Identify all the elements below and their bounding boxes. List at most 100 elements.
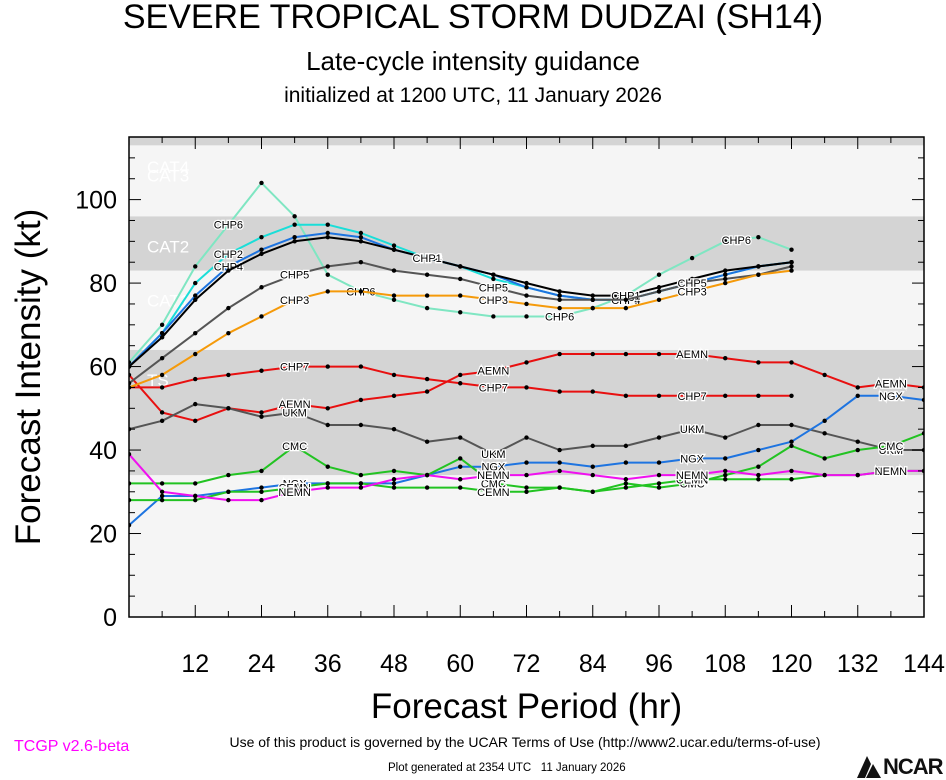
series-group: AEMN AEMN AEMN AEMN CHP7 CHP7 CHP7 CHP6 CHP6 CHP6… bbox=[129, 180, 924, 528]
data-point-ngx bbox=[789, 439, 794, 444]
data-point-chp5 bbox=[557, 297, 562, 302]
series-label-aemn: AEMN bbox=[676, 349, 708, 361]
data-point-chp1 bbox=[325, 234, 330, 240]
series-label-ngx: NGX bbox=[879, 391, 904, 403]
data-point-cemn bbox=[193, 497, 198, 503]
data-point-ukm bbox=[325, 422, 330, 428]
data-point-chp7 bbox=[723, 393, 728, 398]
series-label-ngx: NGX bbox=[680, 453, 705, 465]
y-tick-label: 100 bbox=[75, 187, 117, 215]
data-point-chp2 bbox=[325, 222, 330, 227]
data-point-cmc bbox=[491, 481, 496, 486]
series-label-aemn: AEMN bbox=[875, 378, 907, 390]
data-point-nemn bbox=[424, 472, 430, 478]
data-point-chp6 bbox=[789, 247, 794, 252]
data-point-chp5 bbox=[226, 305, 231, 311]
series-label-chp5: CHP5 bbox=[677, 278, 706, 290]
series-label-chp1: CHP1 bbox=[412, 253, 441, 265]
data-point-chp4 bbox=[259, 247, 264, 252]
data-point-cmc bbox=[789, 443, 794, 449]
x-tick-label: 132 bbox=[837, 650, 879, 678]
series-label-chp4: CHP4 bbox=[214, 261, 243, 273]
data-point-chp5 bbox=[292, 272, 297, 277]
data-point-nemn bbox=[557, 468, 562, 474]
data-point-chp7 bbox=[292, 364, 297, 369]
band-cat3 bbox=[129, 145, 924, 217]
data-point-ukm bbox=[259, 414, 264, 419]
data-point-cemn bbox=[590, 489, 595, 494]
data-point-chp3 bbox=[226, 330, 231, 336]
data-point-chp3 bbox=[756, 272, 761, 277]
data-point-chp5 bbox=[656, 289, 662, 294]
data-point-chp7 bbox=[557, 389, 562, 394]
data-point-cemn bbox=[424, 485, 430, 490]
data-point-cemn bbox=[458, 485, 463, 490]
data-point-nemn bbox=[524, 472, 529, 478]
data-point-aemn bbox=[822, 372, 827, 378]
series-label-nemn: NEMN bbox=[676, 470, 708, 482]
data-point-ukm bbox=[491, 452, 496, 457]
series-label-chp6: CHP6 bbox=[214, 220, 243, 232]
data-point-chp3 bbox=[391, 293, 397, 298]
data-point-nemn bbox=[689, 472, 695, 478]
data-point-chp1 bbox=[259, 251, 264, 257]
data-point-cemn bbox=[524, 489, 529, 494]
data-point-chp6 bbox=[723, 239, 728, 244]
data-point-cemn bbox=[789, 477, 794, 482]
data-point-ngx bbox=[557, 460, 562, 465]
data-point-ngx bbox=[391, 481, 397, 486]
data-point-cemn bbox=[226, 489, 231, 494]
y-tick-label: 80 bbox=[89, 270, 117, 298]
data-point-chp7 bbox=[590, 389, 595, 394]
data-point-chp1 bbox=[623, 293, 629, 298]
series-label-cmc: CMC bbox=[481, 478, 506, 490]
data-point-aemn bbox=[159, 410, 165, 415]
series-label-cmc: CMC bbox=[282, 441, 307, 453]
initialized-time: initialized at 1200 UTC, 11 January 2026 bbox=[284, 84, 662, 107]
data-point-aemn bbox=[855, 385, 860, 390]
data-point-chp3 bbox=[590, 305, 595, 311]
data-point-chp5 bbox=[424, 272, 430, 277]
data-point-cemn bbox=[391, 485, 397, 490]
x-tick-label: 72 bbox=[513, 650, 541, 678]
data-point-cmc bbox=[888, 443, 894, 449]
data-point-chp2 bbox=[358, 230, 364, 236]
data-point-chp7 bbox=[458, 381, 463, 386]
data-point-chp3 bbox=[689, 289, 695, 294]
data-point-ukm bbox=[557, 447, 562, 453]
data-point-chp5 bbox=[193, 330, 198, 336]
data-point-chp5 bbox=[391, 268, 397, 273]
data-point-chp7 bbox=[358, 364, 364, 369]
data-point-cemn bbox=[491, 489, 496, 494]
terms-of-use: Use of this product is governed by the U… bbox=[229, 734, 821, 750]
data-point-chp1 bbox=[723, 268, 728, 273]
x-axis-title: Forecast Period (hr) bbox=[371, 687, 682, 726]
x-tick-label: 36 bbox=[314, 650, 342, 678]
data-point-ngx bbox=[458, 464, 463, 469]
y-tick-label: 40 bbox=[89, 437, 117, 465]
data-point-cmc bbox=[193, 481, 198, 486]
series-label-cemn: CEMN bbox=[676, 474, 708, 486]
data-point-nemn bbox=[259, 497, 264, 503]
y-axis-title: Forecast Intensity (kt) bbox=[9, 209, 48, 545]
data-point-chp4 bbox=[159, 330, 165, 336]
data-point-ngx bbox=[159, 493, 165, 499]
data-point-chp7 bbox=[193, 376, 198, 382]
data-point-chp5 bbox=[590, 297, 595, 302]
data-point-chp7 bbox=[159, 385, 165, 390]
data-point-chp2 bbox=[391, 243, 397, 248]
chart-title: SEVERE TROPICAL STORM DUDZAI (SH14) bbox=[122, 0, 824, 36]
data-point-chp3 bbox=[458, 293, 463, 298]
data-point-cmc bbox=[524, 485, 529, 490]
x-tick-label: 24 bbox=[248, 650, 276, 678]
data-point-nemn bbox=[226, 497, 231, 503]
data-point-chp3 bbox=[424, 293, 430, 298]
data-point-cemn bbox=[756, 477, 761, 482]
data-point-aemn bbox=[557, 351, 562, 357]
x-tick-label: 48 bbox=[380, 650, 408, 678]
data-point-chp7 bbox=[491, 385, 496, 390]
data-point-aemn bbox=[656, 351, 662, 357]
data-point-chp6 bbox=[292, 214, 297, 219]
x-tick-label: 60 bbox=[446, 650, 474, 678]
intensity-chart: TSCAT1CAT2CAT3CAT4AEMNAEMNAEMNAEMNCHP7CH… bbox=[9, 136, 945, 726]
